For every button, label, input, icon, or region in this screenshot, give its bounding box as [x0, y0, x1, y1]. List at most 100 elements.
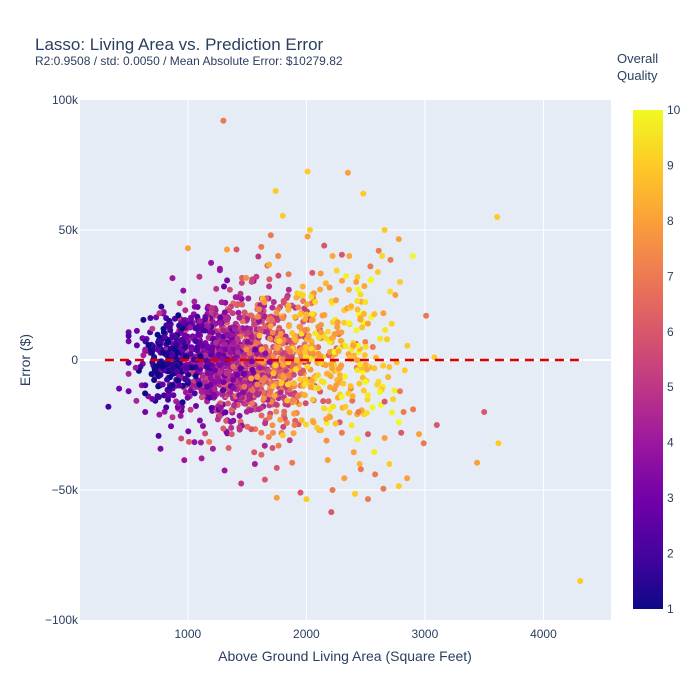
data-point: [236, 426, 243, 433]
data-point: [216, 362, 223, 369]
data-point: [301, 381, 308, 388]
data-point: [276, 338, 283, 345]
data-point: [217, 314, 224, 321]
data-point: [249, 387, 256, 394]
data-point: [181, 457, 188, 464]
colorbar-tick-label: 1: [667, 602, 674, 616]
data-point: [194, 325, 201, 332]
data-point: [374, 381, 381, 388]
data-point: [330, 403, 337, 410]
data-point: [277, 416, 284, 423]
data-point: [321, 405, 327, 412]
data-point: [212, 367, 218, 374]
data-point: [303, 496, 310, 503]
data-point: [371, 311, 378, 318]
data-point: [279, 432, 286, 439]
data-point: [362, 299, 369, 305]
data-point: [320, 398, 327, 405]
data-point: [269, 422, 276, 429]
data-point: [265, 368, 272, 375]
data-point: [161, 392, 167, 399]
data-point: [286, 437, 293, 444]
data-point: [214, 375, 221, 382]
data-point: [125, 388, 132, 395]
data-point: [277, 330, 284, 337]
data-point: [495, 440, 502, 447]
data-point: [176, 322, 183, 329]
data-point: [140, 316, 147, 323]
data-point: [233, 246, 240, 253]
data-point: [390, 396, 397, 403]
data-point: [158, 303, 165, 310]
data-point: [308, 377, 315, 384]
data-point: [149, 325, 156, 332]
data-point: [132, 364, 139, 371]
data-point: [290, 430, 297, 437]
data-point: [309, 396, 316, 403]
data-point: [167, 384, 174, 391]
data-point: [317, 286, 324, 293]
data-point: [325, 328, 332, 335]
data-point: [269, 329, 276, 336]
data-point: [183, 364, 190, 371]
data-point: [221, 309, 228, 316]
data-point: [323, 437, 330, 444]
data-point: [391, 387, 398, 394]
data-point: [290, 371, 297, 378]
data-point: [365, 431, 371, 438]
data-point: [116, 385, 123, 392]
data-point: [329, 365, 335, 372]
data-point: [338, 251, 345, 258]
y-tick-label: −100k: [45, 613, 79, 627]
data-point: [364, 366, 370, 373]
data-point: [317, 270, 324, 277]
data-point: [386, 364, 393, 370]
data-point: [221, 467, 228, 474]
data-point: [251, 461, 258, 467]
data-point: [125, 338, 132, 345]
data-point: [284, 397, 291, 404]
data-point: [182, 307, 189, 314]
data-point: [362, 361, 369, 368]
data-point: [231, 326, 238, 333]
data-point: [303, 311, 310, 318]
data-point: [200, 343, 206, 349]
data-point: [303, 421, 309, 428]
data-point: [338, 393, 345, 400]
x-tick-label: 3000: [412, 627, 439, 641]
data-point: [324, 457, 331, 464]
data-point: [180, 320, 187, 327]
data-point: [307, 384, 314, 391]
data-point: [285, 286, 292, 293]
data-point: [248, 312, 254, 319]
data-point: [261, 375, 268, 381]
data-point: [298, 417, 305, 424]
data-point: [226, 286, 233, 293]
data-point: [125, 370, 132, 377]
data-point: [285, 372, 292, 379]
data-point: [240, 389, 247, 396]
data-point: [186, 438, 192, 445]
data-point: [197, 439, 204, 446]
data-point: [244, 329, 251, 336]
data-point: [169, 414, 176, 421]
data-point: [577, 578, 584, 584]
data-point: [156, 411, 163, 418]
data-point: [251, 321, 258, 328]
data-point: [148, 371, 155, 377]
data-point: [169, 352, 175, 359]
data-point: [184, 394, 191, 401]
chart-subtitle: R2:0.9508 / std: 0.0050 / Mean Absolute …: [35, 54, 343, 68]
data-point: [204, 364, 211, 371]
data-point: [224, 331, 231, 338]
data-point: [260, 395, 267, 402]
data-point: [142, 382, 149, 389]
data-point: [153, 314, 160, 321]
data-point: [357, 316, 364, 323]
data-point: [387, 256, 394, 263]
data-point: [304, 363, 311, 370]
data-point: [273, 408, 280, 415]
data-point: [210, 391, 217, 398]
data-point: [230, 385, 237, 391]
data-point: [160, 329, 167, 336]
